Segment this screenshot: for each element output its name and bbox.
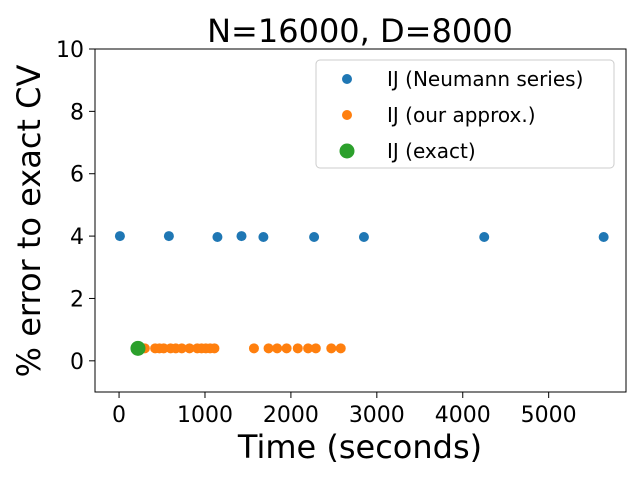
- series-0-point-7: [479, 232, 490, 243]
- legend-marker-1: [342, 110, 352, 120]
- x-tick-label-5: 5000: [521, 403, 577, 428]
- legend-label-0: IJ (Neumann series): [387, 67, 583, 91]
- series-1-point-16: [281, 343, 292, 354]
- series-0-point-6: [358, 232, 369, 243]
- series-1-point-18: [303, 343, 314, 354]
- series-1-point-15: [272, 343, 283, 354]
- series-1-point-19: [310, 343, 321, 354]
- y-tick-label-5: 10: [56, 38, 84, 63]
- x-axis-label: Time (seconds): [237, 428, 482, 466]
- legend-label-2: IJ (exact): [387, 139, 476, 163]
- plot-points: [114, 231, 609, 356]
- series-0-point-1: [163, 231, 174, 242]
- chart-title: N=16000, D=8000: [207, 12, 513, 50]
- series-0-point-4: [258, 232, 269, 243]
- series-1-point-21: [335, 343, 346, 354]
- x-tick-label-1: 1000: [177, 403, 233, 428]
- y-axis-ticks: 0 2 4 6 8 10: [56, 38, 95, 375]
- series-2-point-0: [130, 340, 146, 356]
- x-axis-ticks: 0 1000 2000 3000 4000 5000: [112, 392, 577, 428]
- legend-items: IJ (Neumann series) IJ (our approx.) IJ (e…: [339, 67, 583, 163]
- y-tick-label-2: 4: [70, 225, 84, 250]
- x-tick-label-0: 0: [112, 403, 126, 428]
- y-tick-label-1: 2: [70, 287, 84, 312]
- series-1-point-14: [263, 343, 274, 354]
- x-tick-label-4: 4000: [435, 403, 491, 428]
- legend-marker-2: [339, 143, 355, 159]
- legend-marker-0: [342, 74, 352, 84]
- y-axis-label: % error to exact CV: [10, 65, 48, 378]
- series-0-point-5: [309, 232, 320, 243]
- y-tick-label-4: 8: [70, 100, 84, 125]
- y-tick-label-0: 0: [70, 350, 84, 375]
- x-tick-label-2: 2000: [263, 403, 319, 428]
- legend: IJ (Neumann series) IJ (our approx.) IJ (e…: [315, 59, 615, 169]
- series-0-point-3: [236, 231, 247, 242]
- legend-label-1: IJ (our approx.): [387, 103, 536, 127]
- series-0-point-8: [598, 232, 609, 243]
- x-tick-label-3: 3000: [349, 403, 405, 428]
- series-1-point-7: [184, 343, 195, 354]
- series-1-point-20: [326, 343, 337, 354]
- y-tick-label-3: 6: [70, 163, 84, 188]
- series-1-point-3: [158, 343, 169, 354]
- series-0-point-0: [114, 231, 125, 242]
- series-1-point-17: [292, 343, 303, 354]
- series-0-point-2: [212, 232, 223, 243]
- series-1-point-13: [248, 343, 259, 354]
- legend-box: [315, 59, 615, 169]
- plot-area-frame: [94, 48, 627, 393]
- series-1-point-12: [209, 343, 220, 354]
- series-1-point-6: [176, 343, 187, 354]
